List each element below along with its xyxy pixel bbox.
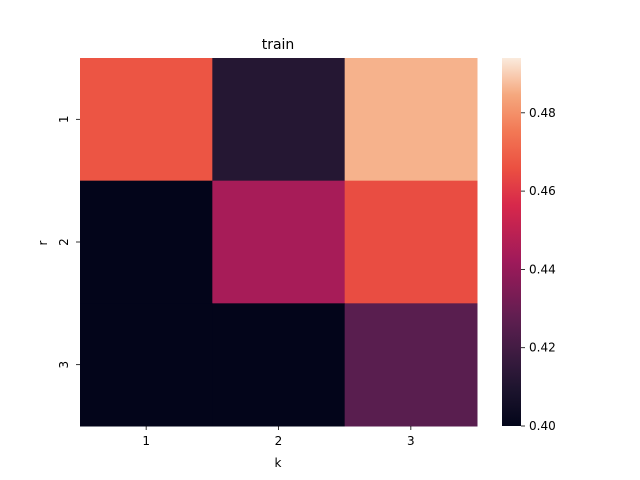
y-axis-label: r xyxy=(36,240,50,245)
heatmap-cell-r1-k2 xyxy=(212,58,346,182)
colorbar-tick-label: 0.48 xyxy=(529,106,556,120)
heatmap-cell-r1-k3 xyxy=(344,58,478,182)
y-tick-label: 3 xyxy=(57,361,71,369)
colorbar-tick-label: 0.44 xyxy=(529,262,556,276)
colorbar-tick-label: 0.42 xyxy=(529,341,556,355)
colorbar-tick-label: 0.40 xyxy=(529,419,556,433)
heatmap-cell-r1-k1 xyxy=(80,58,213,182)
y-tick-label: 2 xyxy=(57,238,71,246)
chart-title: train xyxy=(262,37,295,53)
x-tick-label: 1 xyxy=(142,434,150,448)
x-axis-ticks: 1 2 3 xyxy=(142,426,415,448)
x-tick-label: 2 xyxy=(275,434,283,448)
heatmap-cell-r2-k3 xyxy=(344,180,478,304)
x-axis-label: k xyxy=(275,456,282,470)
heatmap-cell-r3-k3 xyxy=(344,303,478,427)
heatmap-cell-r2-k2 xyxy=(212,180,346,304)
heatmap-cells xyxy=(80,58,478,427)
heatmap-cell-r3-k1 xyxy=(80,303,213,427)
colorbar-ticks: 0.40 0.42 0.44 0.46 0.48 xyxy=(521,106,556,433)
y-tick-label: 1 xyxy=(57,116,71,124)
colorbar xyxy=(502,58,521,426)
y-axis-ticks: 1 2 3 xyxy=(57,116,80,369)
heatmap-cell-r3-k2 xyxy=(212,303,346,427)
x-tick-label: 3 xyxy=(407,434,415,448)
colorbar-tick-label: 0.46 xyxy=(529,184,556,198)
heatmap-cell-r2-k1 xyxy=(80,180,213,304)
